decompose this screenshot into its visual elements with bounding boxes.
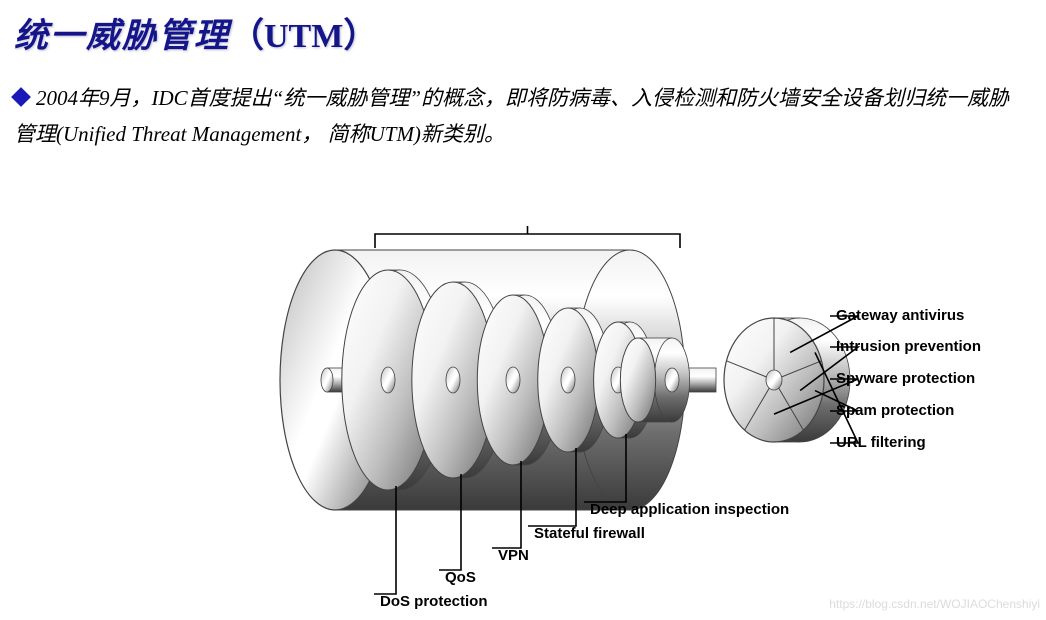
title-cn: 统一威胁管理 bbox=[14, 18, 230, 55]
intro-paragraph: 2004年9月，IDC首度提出“统一威胁管理”的概念，即将防病毒、入侵检测和防火… bbox=[0, 57, 1046, 152]
pie-label-4: URL filtering bbox=[836, 434, 926, 451]
watermark-text: https://blog.csdn.net/WOJIAOChenshiyi bbox=[829, 597, 1040, 611]
pie-label-1: Intrusion prevention bbox=[836, 338, 981, 355]
pie-label-3: Spam protection bbox=[836, 402, 954, 419]
disc-label-0: DoS protection bbox=[380, 593, 488, 610]
page-title: 统一威胁管理（UTM） bbox=[0, 0, 1046, 57]
pie-label-2: Spyware protection bbox=[836, 370, 975, 387]
utm-cylinder-diagram: DoS protection QoS VPN Stateful firewall Dee… bbox=[260, 220, 1020, 615]
disc-label-3: Stateful firewall bbox=[534, 525, 645, 542]
bullet-diamond-icon bbox=[11, 87, 31, 107]
title-paren: （UTM） bbox=[230, 18, 377, 55]
disc-label-4: Deep application inspection bbox=[590, 501, 789, 518]
disc-label-1: QoS bbox=[445, 569, 476, 586]
pie-label-0: Gateway antivirus bbox=[836, 307, 964, 324]
disc-label-2: VPN bbox=[498, 547, 529, 564]
intro-text: 2004年9月，IDC首度提出“统一威胁管理”的概念，即将防病毒、入侵检测和防火… bbox=[14, 86, 1009, 146]
